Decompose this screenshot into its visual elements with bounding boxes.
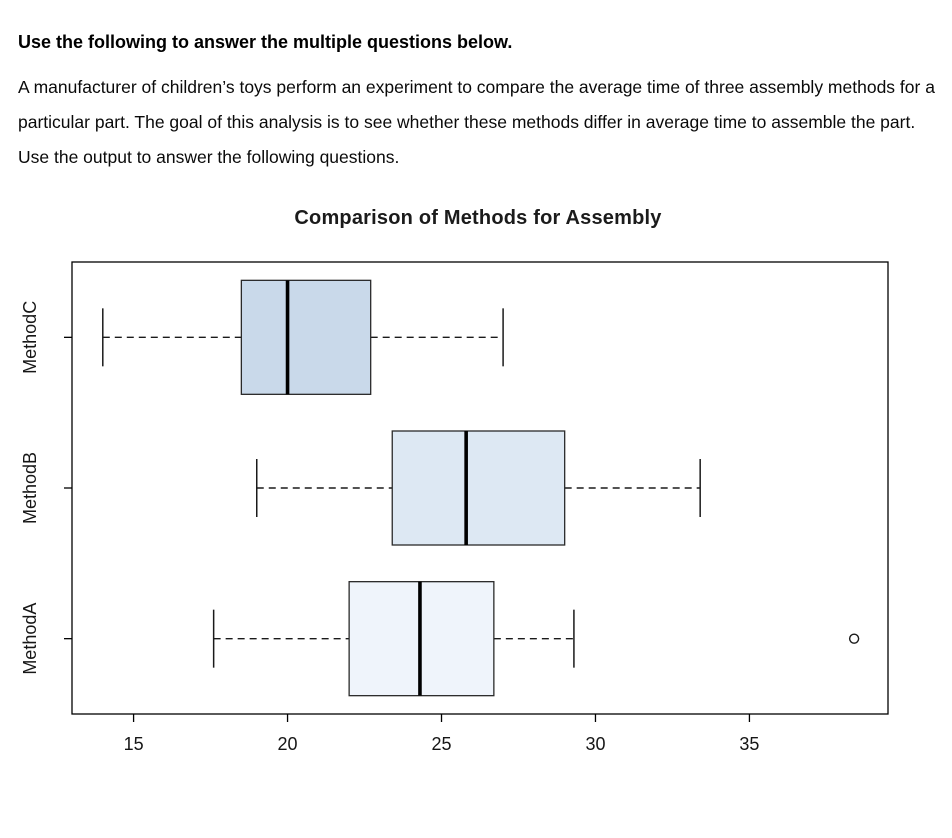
question-instruction: Use the following to answer the multiple… bbox=[18, 32, 513, 52]
y-axis-group-label: MethodA bbox=[20, 603, 40, 675]
chart-title: Comparison of Methods for Assembly bbox=[294, 207, 662, 229]
question-description: A manufacturer of children’s toys perfor… bbox=[18, 77, 935, 167]
iqr-box bbox=[391, 430, 566, 546]
x-axis-tick-label: 15 bbox=[124, 734, 144, 754]
y-axis-group-label: MethodB bbox=[20, 452, 40, 524]
x-axis-tick-label: 20 bbox=[278, 734, 298, 754]
iqr-box bbox=[240, 279, 372, 395]
x-axis-tick-label: 30 bbox=[585, 734, 605, 754]
outlier-point bbox=[848, 633, 860, 644]
x-axis-tick-label: 35 bbox=[739, 734, 759, 754]
assembly-boxplot-chart: 15 20 25 30 35 MethodC MethodB MethodA bbox=[20, 261, 889, 754]
x-axis-tick-label: 25 bbox=[431, 734, 451, 754]
y-axis-group-label: MethodC bbox=[20, 301, 40, 374]
